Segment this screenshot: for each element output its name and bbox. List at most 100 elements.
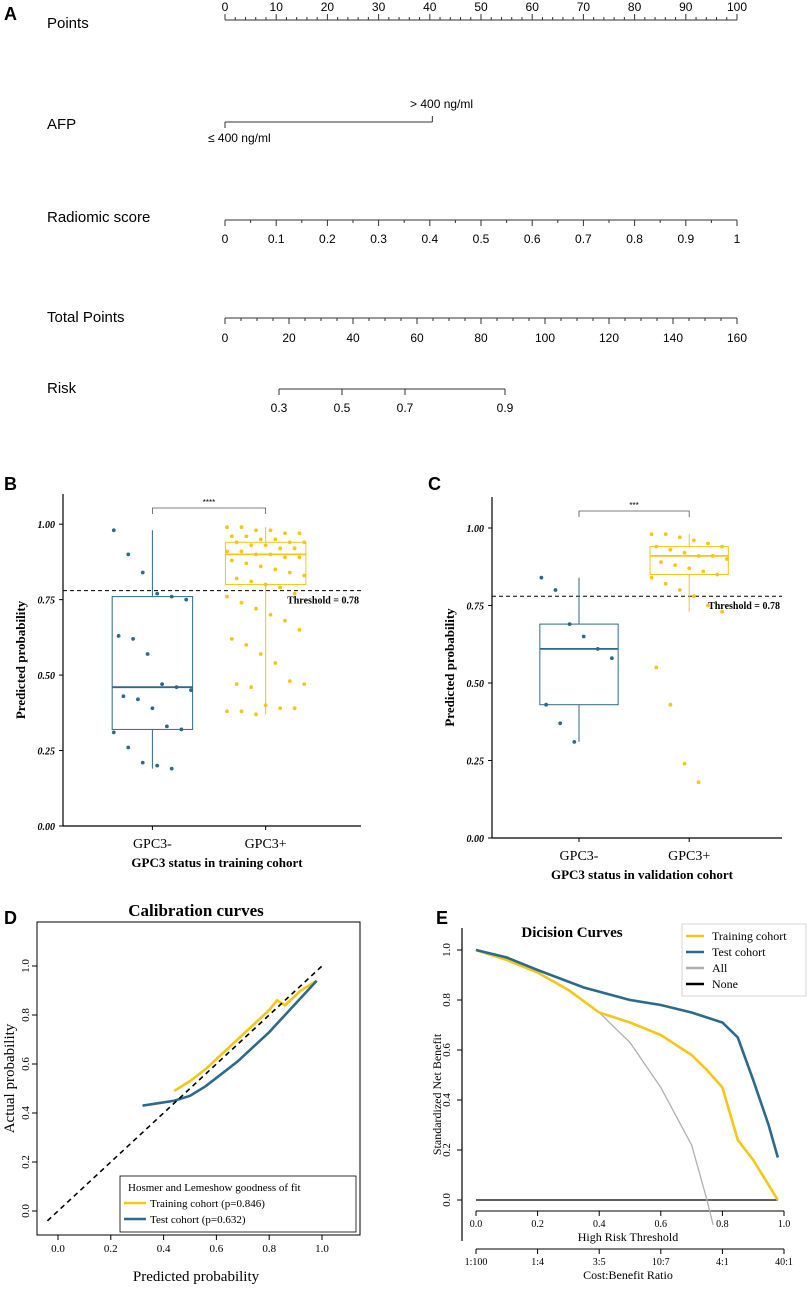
data-point bbox=[668, 702, 673, 707]
data-point bbox=[239, 549, 244, 554]
y-tick-label: 0.00 bbox=[467, 834, 485, 845]
points-tick-label: 0 bbox=[222, 0, 229, 14]
afp-level-label: ≤ 400 ng/ml bbox=[208, 131, 271, 145]
data-point bbox=[258, 537, 263, 542]
decision-series-line bbox=[475, 948, 779, 1201]
data-point bbox=[164, 724, 169, 729]
points-tick-label: 40 bbox=[423, 0, 437, 14]
x-tick-label: 0.0 bbox=[470, 1219, 483, 1230]
data-point bbox=[229, 636, 234, 641]
decision-curve-chart: Dicision Curves 0.0 0.2 0.4 0.6 0.8 1.0 Standar… bbox=[430, 923, 807, 1282]
plot-frame bbox=[36, 921, 361, 1236]
data-point bbox=[663, 532, 668, 537]
y-tick-label: 0.4 bbox=[20, 1106, 32, 1120]
data-point bbox=[258, 564, 263, 569]
data-point bbox=[710, 554, 715, 558]
x-tick-label: GPC3- bbox=[133, 837, 172, 852]
y-tick-label: 0.8 bbox=[441, 993, 453, 1007]
data-point bbox=[126, 552, 131, 557]
data-point bbox=[654, 665, 659, 670]
data-point bbox=[654, 544, 659, 549]
points-tick-label: 70 bbox=[577, 0, 591, 14]
data-point bbox=[244, 534, 249, 539]
calibration-series-line bbox=[173, 979, 318, 1093]
nomogram-row-label: Risk bbox=[47, 380, 77, 397]
radiomic-tick-label: 0.1 bbox=[268, 232, 285, 246]
data-point bbox=[160, 682, 164, 687]
y-tick-label: 0.0 bbox=[441, 1193, 453, 1207]
panel-label-a: A bbox=[4, 4, 17, 24]
data-point bbox=[297, 555, 302, 560]
data-point bbox=[249, 579, 254, 584]
x-tick-label: GPC3- bbox=[560, 849, 599, 864]
data-point bbox=[287, 540, 292, 545]
radiomic-tick-label: 0.6 bbox=[524, 232, 541, 246]
panel-label-d: D bbox=[4, 908, 17, 928]
data-point bbox=[111, 730, 116, 735]
y-tick-label: 0.0 bbox=[20, 1204, 32, 1218]
legend-entry: All bbox=[712, 961, 728, 975]
data-point bbox=[720, 609, 724, 614]
data-point bbox=[278, 546, 283, 551]
data-point bbox=[189, 688, 193, 693]
data-point bbox=[229, 558, 234, 563]
data-point bbox=[682, 550, 687, 555]
x-tick-label: 0.8 bbox=[716, 1219, 729, 1230]
data-point bbox=[609, 656, 614, 661]
box-iqr bbox=[539, 623, 619, 706]
data-point bbox=[239, 525, 244, 530]
x2-tick-label: 4:1 bbox=[716, 1257, 729, 1268]
data-point bbox=[258, 652, 263, 656]
total-points-tick-label: 100 bbox=[535, 331, 555, 345]
calibration-chart: Calibration curves 0.0 0.2 0.4 0.6 0.8 1.0 0.0 0… bbox=[2, 901, 361, 1285]
data-point bbox=[649, 532, 654, 537]
data-point bbox=[273, 567, 278, 572]
data-point bbox=[567, 622, 572, 626]
data-point bbox=[268, 528, 273, 533]
x2-tick-label: 40:1 bbox=[775, 1257, 793, 1268]
total-points-tick-label: 60 bbox=[410, 331, 424, 345]
y-tick-label: 0.2 bbox=[441, 1143, 453, 1157]
data-point bbox=[724, 557, 729, 561]
x-tick-label: GPC3+ bbox=[668, 849, 710, 864]
data-point bbox=[254, 712, 258, 717]
y-tick-label: 0.00 bbox=[38, 822, 56, 833]
data-point bbox=[121, 694, 126, 699]
nomogram-row-label: AFP bbox=[47, 116, 76, 133]
x2-axis-title: Cost:Benefit Ratio bbox=[583, 1268, 673, 1282]
y-axis-title: Predicted probability bbox=[13, 600, 28, 719]
y-tick-label: 1.00 bbox=[467, 524, 485, 535]
data-point bbox=[292, 546, 297, 551]
legend-title: Hosmer and Lemeshow goodness of fit bbox=[128, 1182, 301, 1194]
x-tick-label: GPC3+ bbox=[245, 837, 287, 852]
x2-tick-label: 3:5 bbox=[593, 1257, 606, 1268]
box-iqr bbox=[111, 596, 194, 730]
data-point bbox=[174, 685, 179, 690]
data-point bbox=[553, 588, 558, 592]
risk-tick-label: 0.9 bbox=[497, 401, 514, 415]
chart-title: Dicision Curves bbox=[521, 925, 622, 941]
data-point bbox=[150, 706, 155, 711]
points-tick-label: 100 bbox=[727, 0, 747, 14]
y-tick-label: 0.6 bbox=[20, 1057, 32, 1071]
radiomic-tick-label: 0 bbox=[222, 232, 229, 246]
radiomic-tick-label: 1 bbox=[734, 232, 741, 246]
decision-series-line bbox=[475, 948, 780, 1158]
data-point bbox=[244, 561, 249, 566]
calibration-series-line bbox=[142, 979, 318, 1107]
data-point bbox=[701, 569, 706, 574]
risk-tick-label: 0.5 bbox=[334, 401, 351, 415]
data-point bbox=[169, 766, 174, 771]
afp-level-label: > 400 ng/ml bbox=[410, 97, 473, 111]
data-point bbox=[572, 740, 577, 744]
points-tick-label: 90 bbox=[679, 0, 693, 14]
significance-bracket bbox=[152, 507, 267, 514]
data-point bbox=[263, 543, 268, 548]
data-point bbox=[649, 575, 654, 580]
data-point bbox=[225, 525, 229, 530]
data-point bbox=[169, 594, 174, 599]
points-tick-label: 20 bbox=[321, 0, 335, 14]
data-point bbox=[263, 703, 268, 708]
y-tick-label: 0.25 bbox=[38, 747, 56, 758]
